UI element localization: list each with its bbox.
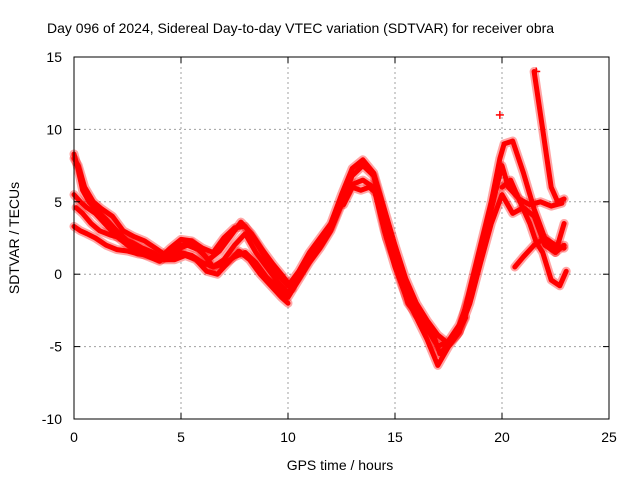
y-tick-label: 5 — [54, 194, 62, 210]
series-trace-8 — [531, 69, 567, 205]
x-tick-label: 10 — [280, 429, 296, 445]
series-trace-4 — [71, 155, 295, 292]
x-tick-label: 5 — [177, 429, 185, 445]
y-tick-label: 10 — [46, 121, 62, 137]
series-halo-trace-4 — [69, 153, 297, 294]
series-halo-trace-3 — [69, 155, 569, 349]
y-tick-label: 15 — [46, 49, 62, 65]
axis-ticks: 0 5 10 15 20 25 -10 -5 0 5 10 15 — [42, 49, 617, 445]
y-tick-label: 0 — [54, 266, 62, 282]
series-trace-6 — [341, 184, 469, 357]
series-trace-3 — [71, 157, 567, 347]
y-axis-label: SDTVAR / TECUs — [6, 182, 22, 294]
plot-frame — [73, 56, 610, 420]
x-tick-label: 0 — [70, 429, 78, 445]
data-series — [69, 67, 571, 370]
outlier-marker — [532, 67, 541, 76]
chart-title: Day 096 of 2024, Sidereal Day-to-day VTE… — [47, 20, 554, 36]
x-tick-label: 25 — [601, 429, 617, 445]
series-trace-9 — [512, 235, 567, 270]
x-tick-label: 20 — [494, 429, 510, 445]
series-halo-trace-5 — [71, 203, 293, 308]
outlier-marker — [495, 110, 504, 119]
x-tick-label: 15 — [387, 429, 403, 445]
series-trace-5 — [73, 205, 291, 306]
series-halo-trace-6 — [339, 182, 471, 359]
series-halo-trace-8 — [529, 67, 569, 207]
y-tick-label: -10 — [42, 411, 62, 427]
y-tick-label: -5 — [50, 339, 63, 355]
x-axis-label: GPS time / hours — [287, 457, 394, 473]
series-halo-trace-9 — [510, 233, 569, 272]
